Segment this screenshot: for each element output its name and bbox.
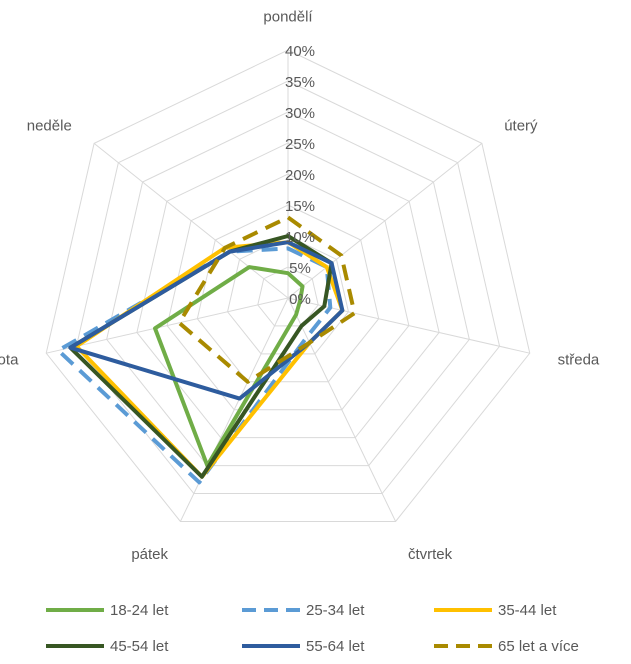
radar-chart: pondělí úterý středa čtvrtek pátek sobota nedě… (0, 8, 600, 563)
legend-swatch (242, 608, 300, 612)
grid-ring (227, 235, 349, 355)
legend-item: 18-24 let (44, 597, 168, 623)
grid-spoke (179, 297, 289, 522)
legend-swatch (242, 644, 300, 648)
category-label: úterý (504, 118, 538, 135)
grid-ring (45, 49, 531, 522)
grid-spoke (46, 297, 289, 354)
legend-item: 25-34 let (240, 597, 364, 623)
tick-labels: 0% 5% 10% 15% 20% 25% 30% 35% 40% (285, 43, 315, 308)
tick-label: 15% (285, 198, 315, 215)
legend-item: 65 let a více (432, 633, 579, 659)
series-line (177, 215, 357, 384)
grid-ring (166, 173, 410, 411)
tick-label: 5% (289, 260, 311, 277)
legend-swatch (46, 608, 104, 612)
tick-label: 10% (285, 229, 315, 246)
legend-label: 35-44 let (498, 601, 557, 619)
legend-item: 35-44 let (432, 597, 556, 623)
category-label: pondělí (263, 8, 313, 25)
legend-item: 55-64 let (240, 633, 364, 659)
tick-label: 0% (289, 291, 311, 308)
legend-label: 55-64 let (306, 637, 365, 655)
grid-ring (106, 111, 470, 467)
category-label: sobota (0, 352, 19, 369)
grid-ring (196, 204, 380, 383)
series-line (68, 240, 345, 401)
category-label: pátek (131, 546, 168, 563)
category-label: čtvrtek (408, 546, 453, 563)
tick-label: 25% (285, 136, 315, 153)
category-label: neděle (27, 118, 72, 135)
grid-spoke (287, 297, 397, 522)
grid-ring (136, 142, 440, 439)
legend-item: 45-54 let (44, 633, 168, 659)
category-label: středa (558, 352, 600, 369)
legend: 18-24 let 25-34 let 35-44 let 45-54 let 55-6… (0, 590, 631, 664)
legend-swatch (434, 608, 492, 612)
legend-label: 45-54 let (110, 637, 169, 655)
legend-label: 25-34 let (306, 601, 365, 619)
category-labels: pondělí úterý středa čtvrtek pátek sobota nedě… (0, 8, 600, 563)
series-lines (56, 215, 357, 485)
tick-label: 20% (285, 167, 315, 184)
legend-swatch (46, 644, 104, 648)
tick-label: 30% (285, 105, 315, 122)
legend-swatch (434, 644, 492, 648)
grid-ring (75, 80, 501, 495)
tick-label: 35% (285, 74, 315, 91)
grid-spoke (287, 142, 483, 299)
tick-label: 40% (285, 43, 315, 60)
legend-label: 65 let a více (498, 637, 579, 655)
legend-label: 18-24 let (110, 601, 169, 619)
grid-spoke (93, 142, 289, 299)
